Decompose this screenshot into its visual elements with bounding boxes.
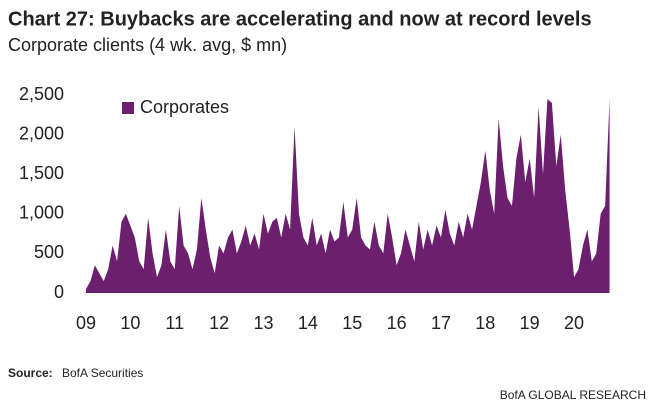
- x-tick-label: 13: [253, 313, 273, 333]
- y-tick-label: 500: [34, 242, 64, 262]
- y-tick-label: 1,000: [19, 203, 64, 223]
- chart-title: Chart 27: Buybacks are accelerating and …: [8, 8, 592, 30]
- x-tick-label: 15: [342, 313, 362, 333]
- x-tick-label: 20: [564, 313, 584, 333]
- y-tick-label: 2,500: [19, 84, 64, 104]
- y-tick-label: 1,500: [19, 163, 64, 183]
- x-tick-label: 16: [387, 313, 407, 333]
- y-tick-label: 0: [54, 282, 64, 302]
- y-tick-label: 2,000: [19, 123, 64, 143]
- source-label: Source:: [8, 366, 53, 380]
- area: [86, 98, 610, 294]
- footer: BofA GLOBAL RESEARCH: [500, 388, 646, 402]
- x-tick-label: 19: [520, 313, 540, 333]
- legend-label: Corporates: [140, 97, 229, 117]
- x-tick-label: 18: [475, 313, 495, 333]
- legend-swatch: [122, 102, 134, 114]
- x-tick-label: 12: [209, 313, 229, 333]
- x-tick-label: 17: [431, 313, 451, 333]
- x-tick-label: 14: [298, 313, 318, 333]
- chart-subtitle: Corporate clients (4 wk. avg, $ mn): [8, 35, 287, 55]
- x-tick-label: 10: [120, 313, 140, 333]
- x-tick-label: 09: [76, 313, 96, 333]
- x-tick-label: 11: [165, 313, 184, 333]
- source: BofA Securities: [62, 366, 143, 380]
